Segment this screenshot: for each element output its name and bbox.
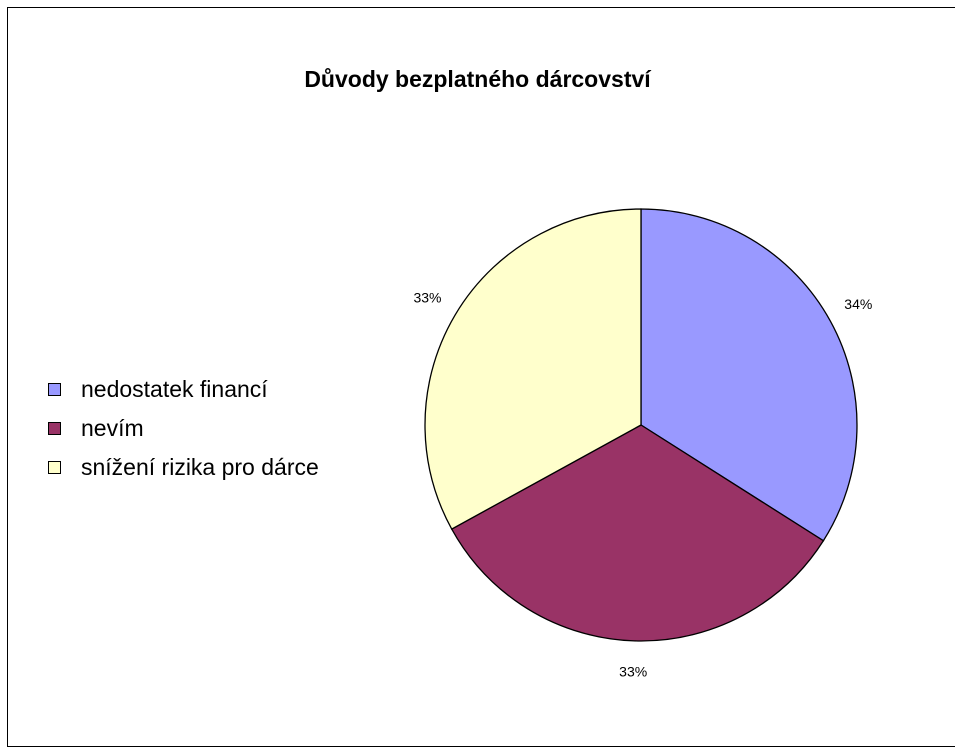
- legend-item-nedostatek-financi: nedostatek financí: [48, 370, 319, 409]
- pie-slice-1: [450, 424, 825, 642]
- pie-slice-0: [640, 208, 858, 542]
- legend-label: nevím: [81, 415, 144, 441]
- data-label-0: 34%: [844, 296, 872, 312]
- pie-chart: 34% 33% 33%: [413, 208, 872, 680]
- legend-swatch: [48, 461, 61, 474]
- data-label-2: 33%: [413, 290, 441, 306]
- legend-item-nevim: nevím: [48, 409, 319, 448]
- data-label-1: 33%: [619, 664, 647, 680]
- legend-item-snizeni-rizika: snížení rizika pro dárce: [48, 448, 319, 487]
- legend-label: nedostatek financí: [81, 376, 268, 402]
- pie-slice-2: [424, 208, 642, 530]
- legend: nedostatek financí nevím snížení rizika …: [48, 370, 319, 487]
- legend-label: snížení rizika pro dárce: [81, 454, 319, 480]
- legend-swatch: [48, 383, 61, 396]
- legend-swatch: [48, 422, 61, 435]
- chart-title: Důvody bezplatného dárcovství: [304, 66, 651, 92]
